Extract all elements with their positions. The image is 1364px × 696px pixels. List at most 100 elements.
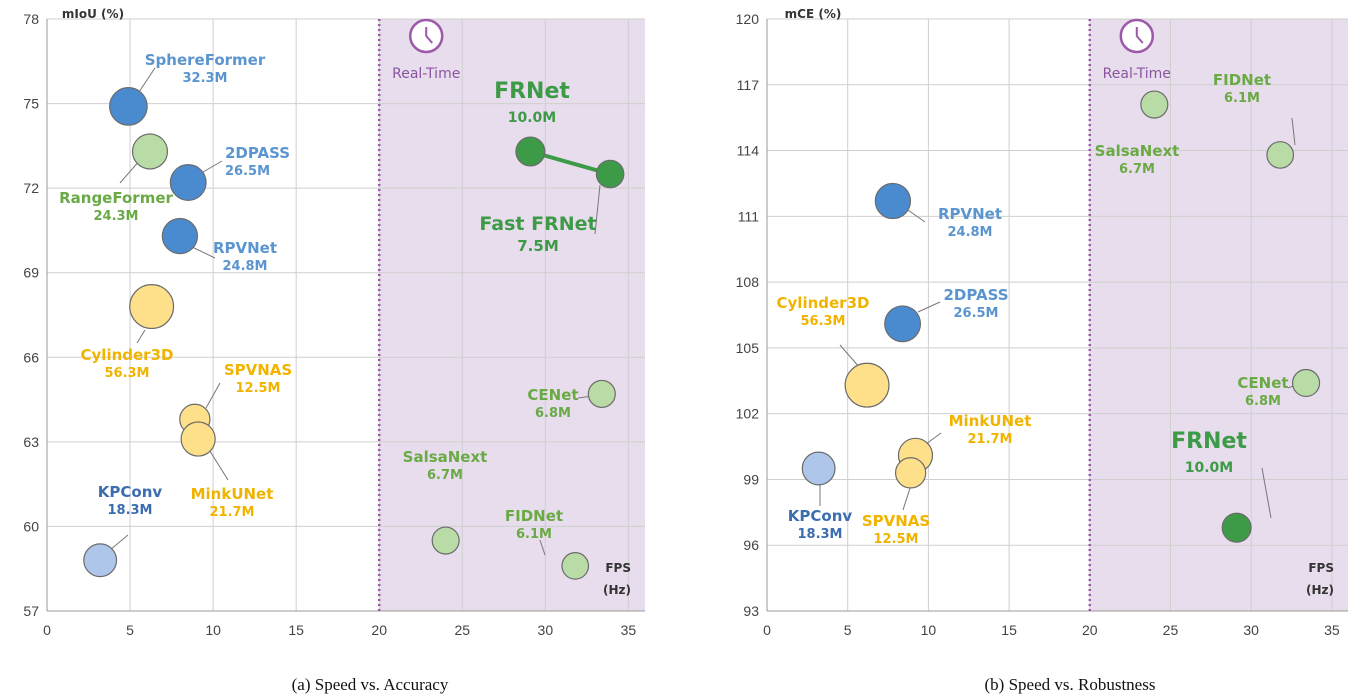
bubble-cenet — [587, 379, 616, 409]
param-label-frnet: 10.0M — [508, 110, 556, 126]
y-tick-label: 78 — [23, 11, 39, 27]
realtime-label: Real-Time — [392, 66, 460, 82]
param-label-cenet: 6.8M — [1245, 394, 1281, 409]
param-label-sphereformer: 32.3M — [182, 71, 227, 86]
label-fidnet: FIDNet — [1213, 71, 1271, 89]
param-label-minkunet: 21.7M — [967, 432, 1012, 447]
y-tick-label: 72 — [23, 180, 39, 196]
y-tick-label: 108 — [736, 274, 760, 290]
label-fast-frnet: Fast FRNet — [479, 213, 596, 235]
chart-speed-accuracy: Real-Time 0 5 10 15 20 25 30 35 57 60 63 66 69 72 75 78 m… — [23, 7, 645, 694]
leader-line — [1261, 467, 1272, 519]
leader-line — [594, 184, 601, 235]
x-tick-label: 30 — [538, 622, 554, 638]
bubble-rpvnet — [161, 217, 199, 255]
param-label-cylinder3d: 56.3M — [104, 366, 149, 381]
y-tick-label: 117 — [737, 77, 760, 93]
leader-line — [839, 344, 861, 369]
label-minkunet: MinkUNet — [949, 412, 1032, 430]
bubble-frnet — [515, 136, 546, 167]
param-label-2dpass: 26.5M — [225, 164, 270, 179]
figure-caption: (a) Speed vs. Accuracy — [292, 675, 449, 694]
y-tick-label: 105 — [736, 340, 760, 356]
y-tick-label: 99 — [743, 471, 759, 487]
x-tick-label: 0 — [763, 622, 771, 638]
x-tick-label: 15 — [288, 622, 304, 638]
bubble-rangeformer — [131, 133, 169, 170]
leader-line — [207, 447, 229, 481]
x-tick-label: 30 — [1243, 622, 1259, 638]
realtime-region — [379, 19, 645, 611]
bubble-cylinder3d — [844, 362, 890, 408]
leader-line — [109, 534, 129, 551]
param-label-minkunet: 21.7M — [209, 505, 254, 520]
param-label-kpconv: 18.3M — [107, 503, 152, 518]
label-minkunet: MinkUNet — [191, 485, 274, 503]
y-tick-label: 60 — [23, 518, 39, 534]
label-fidnet: FIDNet — [505, 507, 563, 525]
x-tick-label: 5 — [844, 622, 852, 638]
label-sphereformer: SphereFormer — [145, 51, 266, 69]
x-tick-label: 25 — [1163, 622, 1179, 638]
bubble-rpvnet — [874, 182, 912, 220]
param-label-fidnet: 6.1M — [1224, 91, 1260, 106]
label-rangeformer: RangeFormer — [59, 189, 173, 207]
label-cylinder3d: Cylinder3D — [777, 294, 870, 312]
param-label-cenet: 6.8M — [535, 406, 571, 421]
bubble-2dpass — [884, 305, 922, 343]
figure-caption: (b) Speed vs. Robustness — [985, 675, 1156, 694]
y-tick-label: 120 — [736, 11, 760, 27]
bubble-kpconv — [83, 543, 118, 578]
label-frnet: FRNet — [494, 79, 570, 104]
label-kpconv: KPConv — [788, 507, 853, 525]
y-axis-label: mIoU (%) — [62, 7, 124, 21]
x-tick-label: 5 — [126, 622, 134, 638]
param-label-rangeformer: 24.3M — [93, 209, 138, 224]
bubble-salsanext — [431, 526, 460, 555]
x-axis-unit-label: (Hz) — [1306, 583, 1334, 597]
leader-line — [917, 301, 941, 313]
x-tick-label: 10 — [205, 622, 221, 638]
x-tick-label: 10 — [921, 622, 937, 638]
y-tick-label: 66 — [23, 349, 39, 365]
chart-speed-robustness: Real-Time 0 5 10 15 20 25 30 35 93 96 99 102 105 108 11… — [736, 7, 1348, 694]
realtime-label: Real-Time — [1103, 66, 1171, 82]
leader-line — [205, 382, 221, 409]
x-tick-label: 0 — [43, 622, 51, 638]
bubble-frnet — [1221, 512, 1252, 543]
bubble-cylinder3d — [129, 284, 175, 330]
bubble-2dpass — [169, 164, 207, 201]
label-rpvnet: RPVNet — [213, 239, 277, 257]
y-tick-label: 111 — [738, 208, 759, 224]
param-label-salsanext: 6.7M — [427, 468, 463, 483]
param-label-kpconv: 18.3M — [797, 527, 842, 542]
label-frnet: FRNet — [1171, 429, 1247, 454]
y-tick-label: 114 — [737, 143, 760, 159]
bubble-fast-frnet — [595, 159, 625, 189]
y-tick-label: 93 — [743, 603, 759, 619]
leader-line — [1291, 117, 1296, 146]
label-2dpass: 2DPASS — [225, 144, 290, 162]
x-tick-label: 25 — [454, 622, 470, 638]
param-label-cylinder3d: 56.3M — [800, 314, 845, 329]
y-tick-label: 57 — [23, 603, 39, 619]
bubble-minkunet — [180, 421, 216, 457]
param-label-2dpass: 26.5M — [953, 306, 998, 321]
y-tick-label: 102 — [736, 406, 760, 422]
bubble-salsanext — [1140, 90, 1169, 119]
bubble-sphereformer — [109, 87, 148, 126]
param-label-spvnas: 12.5M — [235, 381, 280, 396]
bubble-fidnet — [1266, 141, 1295, 169]
bubble-spvnas — [894, 457, 927, 489]
x-axis-unit-label: (Hz) — [603, 583, 631, 597]
x-axis-label: FPS — [1308, 561, 1334, 575]
label-2dpass: 2DPASS — [943, 286, 1008, 304]
label-cenet: CENet — [527, 386, 578, 404]
y-tick-label: 69 — [23, 265, 39, 281]
label-kpconv: KPConv — [98, 483, 163, 501]
x-tick-label: 20 — [1082, 622, 1098, 638]
param-label-salsanext: 6.7M — [1119, 162, 1155, 177]
label-cenet: CENet — [1237, 374, 1288, 392]
x-tick-label: 35 — [621, 622, 637, 638]
